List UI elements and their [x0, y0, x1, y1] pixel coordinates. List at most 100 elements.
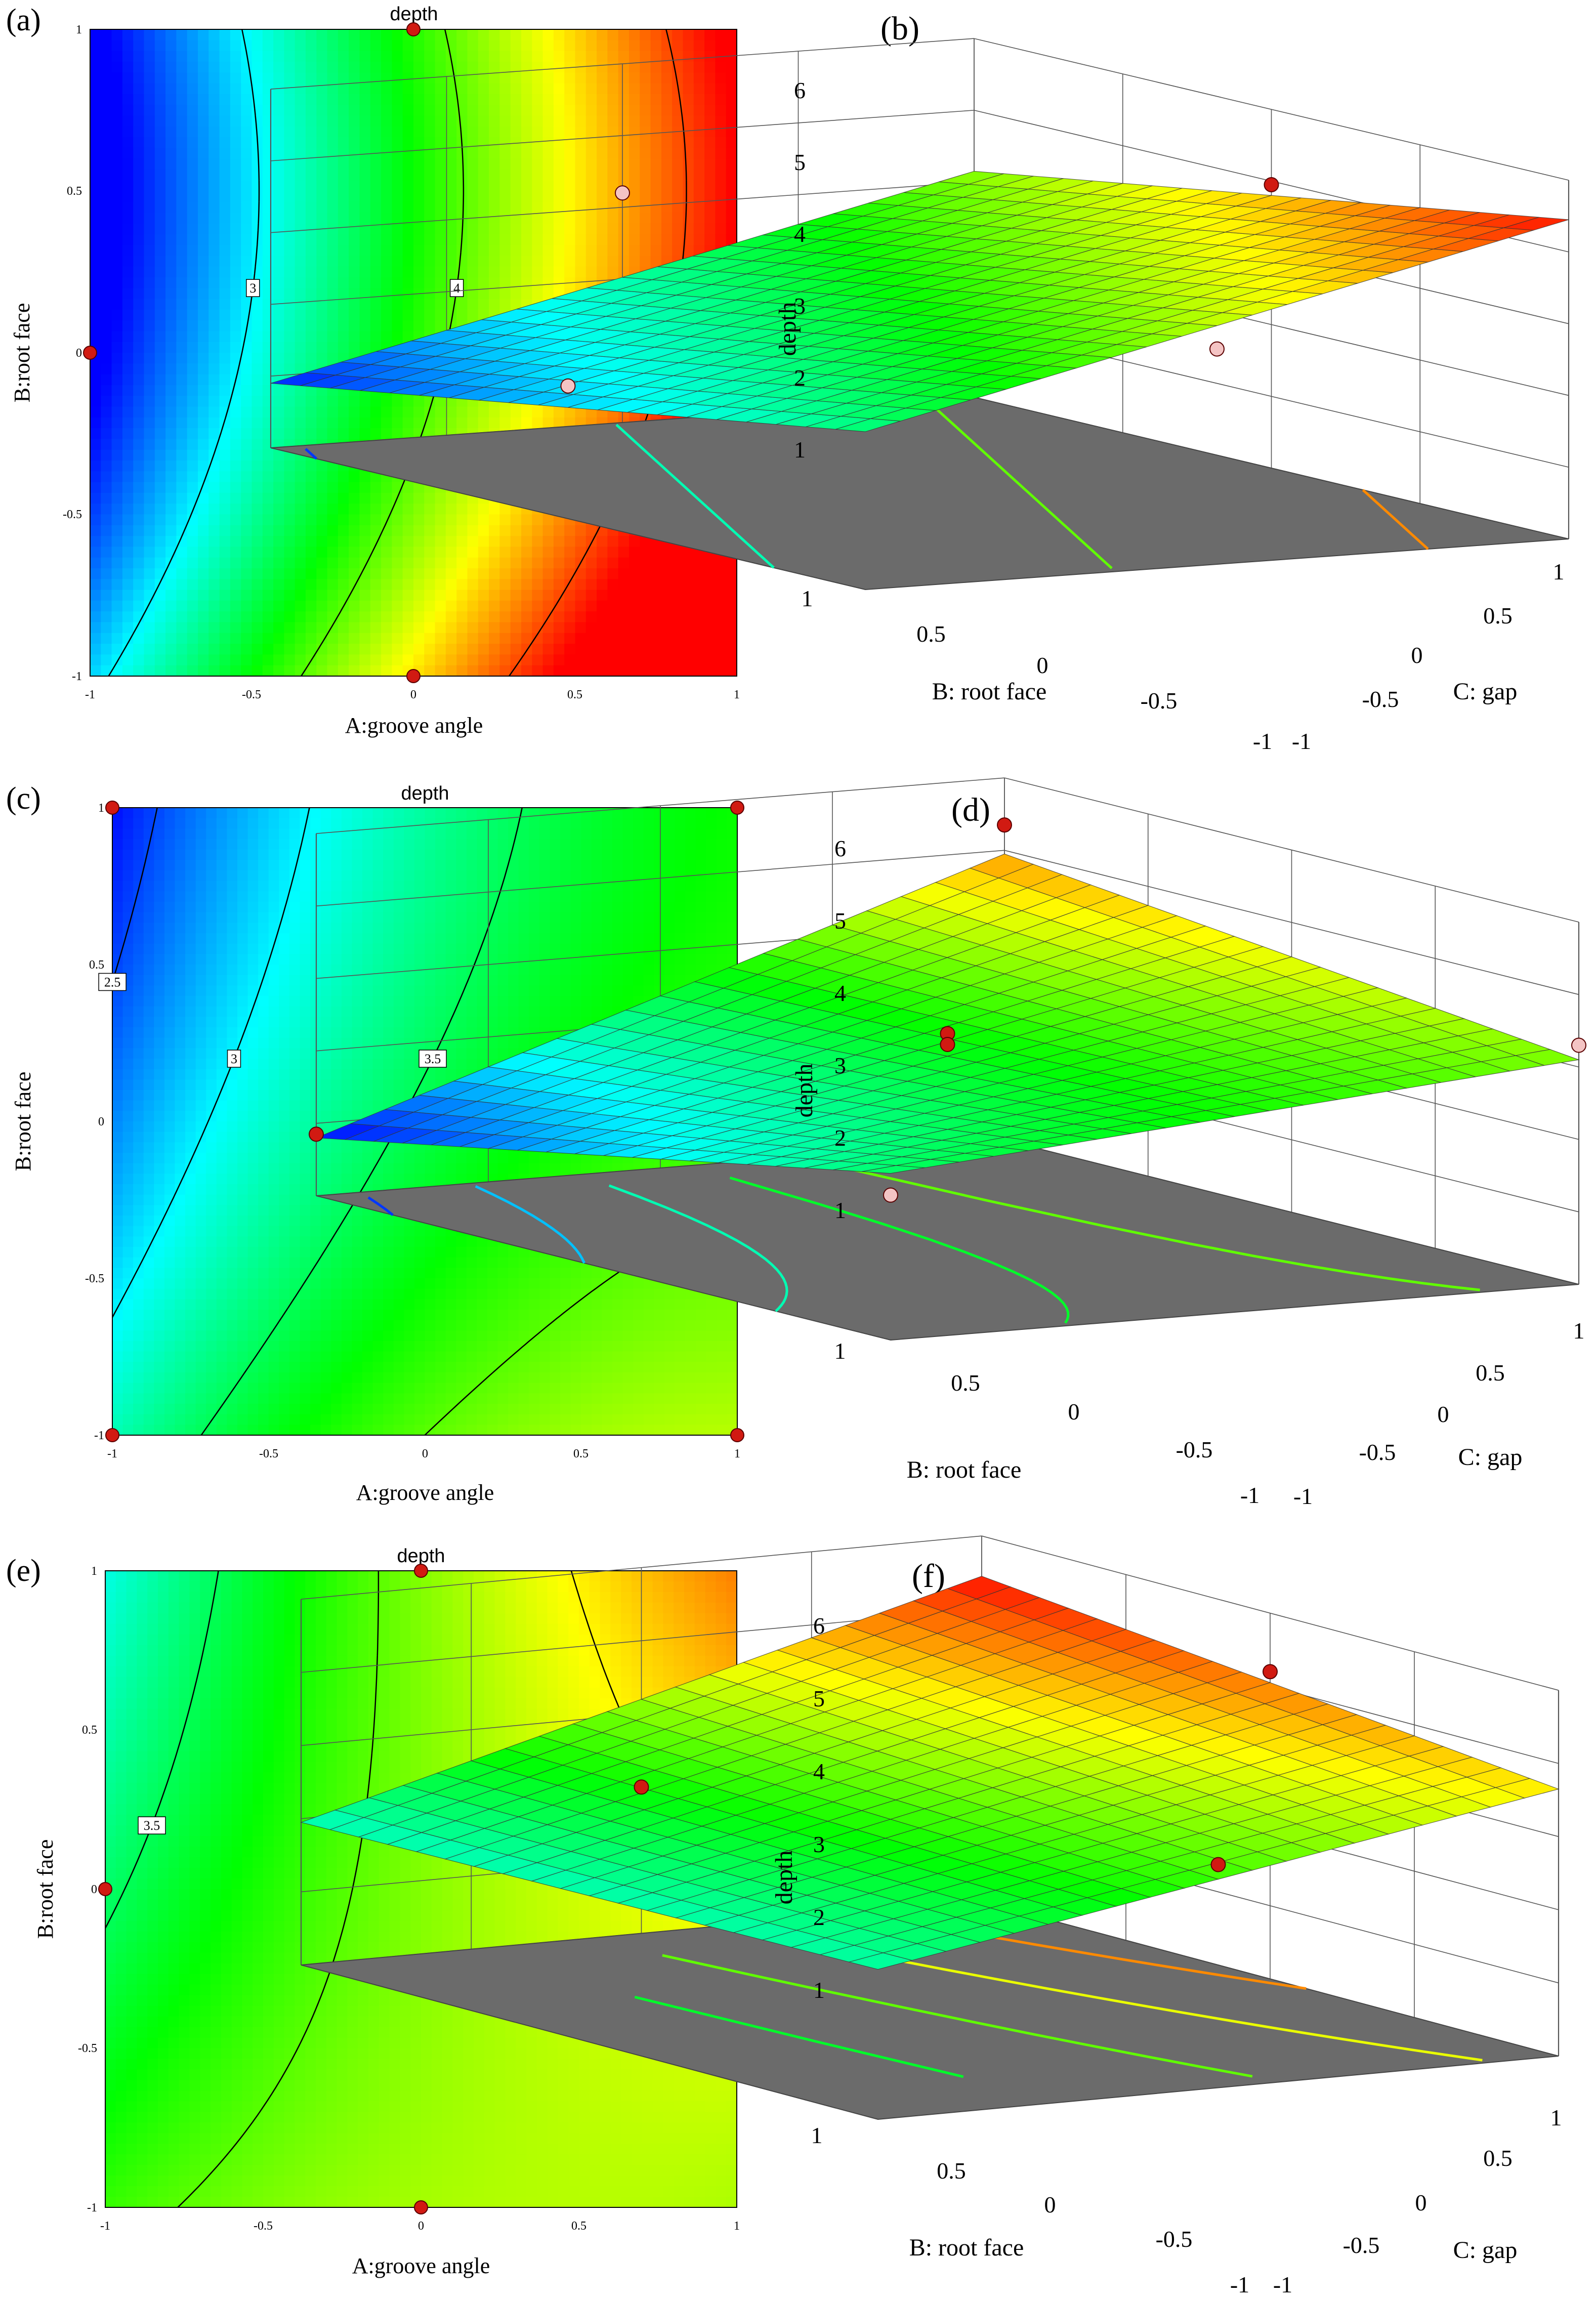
- contour-fill-cell: [445, 148, 457, 159]
- contour-fill-cell: [445, 568, 457, 580]
- contour-fill-cell: [208, 94, 220, 105]
- contour-fill-cell: [306, 633, 317, 644]
- contour-fill-cell: [349, 223, 360, 235]
- contour-fill-cell: [112, 1320, 123, 1331]
- contour-fill-cell: [165, 115, 177, 127]
- contour-fill-cell: [164, 1247, 176, 1258]
- contour-fill-cell: [241, 492, 253, 504]
- contour-fill-cell: [195, 975, 207, 986]
- contour-fill-cell: [165, 309, 177, 321]
- contour-fill-cell: [499, 536, 511, 548]
- contour-fill-cell: [381, 180, 393, 192]
- contour-fill-cell: [208, 83, 220, 95]
- contour-fill-cell: [489, 180, 500, 192]
- contour-fill-cell: [715, 201, 727, 213]
- contour-fill-cell: [198, 363, 209, 375]
- contour-fill-cell: [122, 256, 134, 267]
- contour-fill-cell: [306, 245, 317, 257]
- contour-fill-cell: [381, 417, 393, 429]
- contour-fill-cell: [143, 1425, 155, 1436]
- contour-fill-cell: [445, 590, 457, 601]
- contour-fill-cell: [262, 363, 274, 375]
- contour-fill-cell: [413, 223, 425, 235]
- contour-fill-cell: [176, 201, 188, 213]
- contour-fill-cell: [316, 137, 328, 149]
- contour-fill-cell: [273, 320, 285, 332]
- contour-fill-cell: [227, 1027, 238, 1038]
- contour-fill-cell: [413, 644, 425, 655]
- contour-fill-cell: [144, 245, 155, 257]
- contour-fill-cell: [216, 1268, 228, 1279]
- contour-fill-cell: [640, 72, 651, 84]
- contour-fill-cell: [164, 808, 176, 819]
- contour-fill-cell: [154, 1288, 165, 1300]
- contour-fill-cell: [164, 1111, 176, 1122]
- contour-fill-cell: [640, 611, 651, 623]
- contour-fill-cell: [402, 51, 414, 62]
- contour-fill-cell: [359, 234, 371, 245]
- contour-fill-cell: [112, 1163, 123, 1175]
- contour-fill-cell: [133, 579, 145, 591]
- contour-fill-cell: [273, 525, 285, 536]
- contour-fill-cell: [247, 1247, 259, 1258]
- contour-fill-cell: [306, 557, 317, 569]
- contour-fill-cell: [241, 83, 253, 95]
- contour-fill-cell: [237, 1184, 248, 1195]
- contour-fill-cell: [198, 191, 209, 202]
- contour-fill-cell: [392, 654, 403, 666]
- contour-fill-cell: [176, 492, 188, 504]
- contour-fill-cell: [251, 353, 263, 364]
- contour-fill-cell: [176, 611, 188, 623]
- contour-fill-cell: [187, 126, 198, 138]
- contour-fill-cell: [327, 665, 339, 677]
- contour-fill-cell: [726, 644, 737, 655]
- contour-fill-cell: [381, 557, 393, 569]
- contour-fill-cell: [165, 665, 177, 677]
- contour-fill-cell: [510, 525, 522, 536]
- x-axis-label-a: A:groove angle: [345, 713, 483, 738]
- contour-fill-cell: [381, 396, 393, 407]
- contour-fill-cell: [456, 611, 468, 623]
- contour-fill-cell: [273, 256, 285, 267]
- contour-fill-cell: [381, 536, 393, 548]
- contour-fill-cell: [90, 665, 102, 677]
- contour-fill-cell: [532, 180, 543, 192]
- contour-fill-cell: [338, 105, 349, 116]
- contour-fill-cell: [467, 223, 479, 235]
- contour-fill-cell: [112, 1351, 123, 1363]
- contour-fill-cell: [392, 115, 403, 127]
- contour-fill-cell: [521, 245, 533, 257]
- contour-fill-cell: [133, 1351, 144, 1363]
- contour-fill-cell: [154, 482, 166, 493]
- contour-fill-cell: [143, 1100, 155, 1112]
- contour-fill-cell: [510, 223, 522, 235]
- contour-fill-cell: [247, 839, 259, 850]
- contour-fill-cell: [198, 374, 209, 386]
- contour-fill-cell: [175, 1111, 186, 1122]
- contour-fill-cell: [650, 213, 662, 224]
- contour-fill-cell: [338, 633, 349, 644]
- contour-fill-cell: [316, 471, 328, 483]
- contour-fill-cell: [295, 245, 306, 257]
- contour-fill-cell: [273, 223, 285, 235]
- contour-fill-cell: [672, 557, 684, 569]
- contour-fill-cell: [133, 482, 145, 493]
- contour-fill-cell: [424, 600, 436, 612]
- contour-fill-cell: [262, 148, 274, 159]
- contour-fill-cell: [521, 633, 533, 644]
- contour-fill-cell: [553, 234, 565, 245]
- contour-fill-cell: [370, 158, 382, 170]
- contour-fill-cell: [198, 492, 209, 504]
- contour-fill-cell: [327, 525, 339, 536]
- contour-fill-cell: [521, 51, 533, 62]
- contour-fill-cell: [198, 396, 209, 407]
- contour-fill-cell: [154, 1205, 165, 1216]
- contour-fill-cell: [112, 1247, 123, 1258]
- contour-fill-cell: [467, 126, 479, 138]
- contour-fill-cell: [715, 115, 727, 127]
- contour-fill-cell: [306, 665, 317, 677]
- contour-fill-cell: [467, 83, 479, 95]
- contour-fill-cell: [273, 590, 285, 601]
- contour-fill-cell: [262, 180, 274, 192]
- contour-fill-cell: [478, 299, 489, 310]
